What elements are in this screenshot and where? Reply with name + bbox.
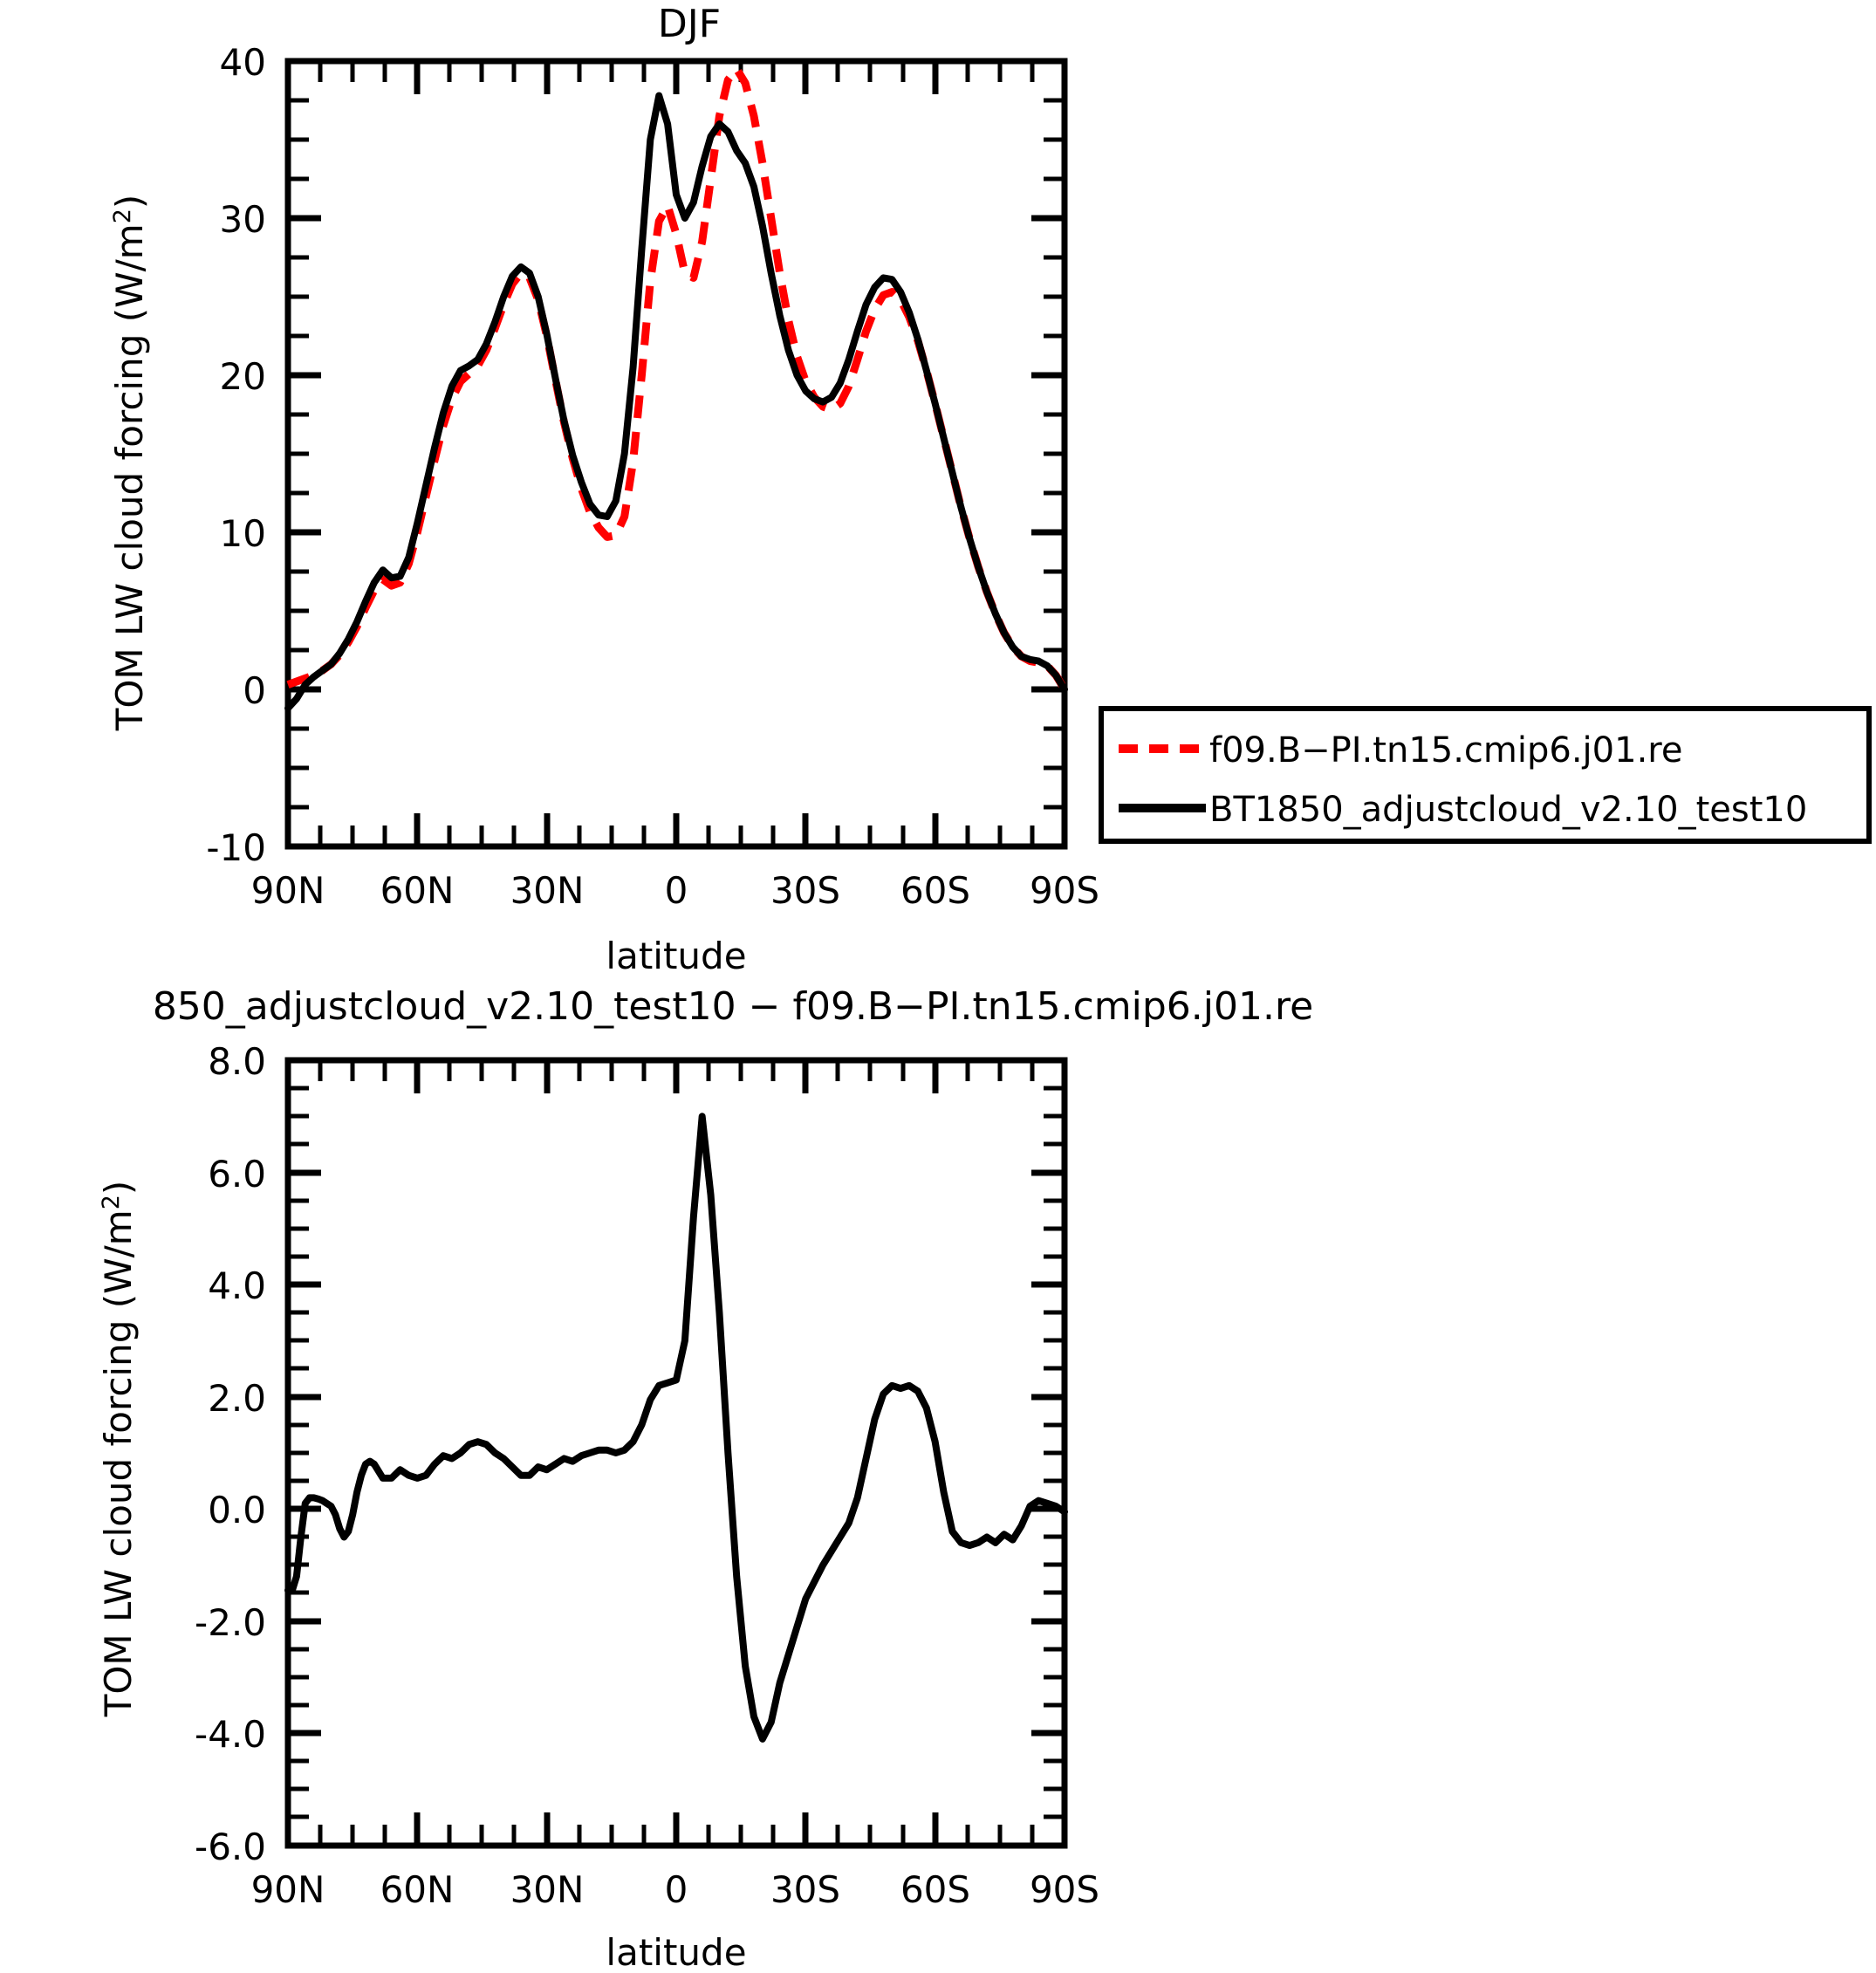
top-ytick-30: 30: [220, 198, 266, 241]
bottom-y-tick-labels: 8.0 6.0 4.0 2.0 0.0 -2.0 -4.0 -6.0: [195, 1040, 266, 1868]
bottom-xtick-90S: 90S: [1030, 1868, 1099, 1911]
legend-label-test: BT1850_adjustcloud_v2.10_test10: [1209, 790, 1807, 830]
bottom-ylabel: TOM LW cloud forcing (W/m2): [97, 1181, 140, 1718]
bottom-xtick-30S: 30S: [770, 1868, 840, 1911]
bottom-x-ticks: [284, 1060, 1068, 1846]
top-xtick-60S: 60S: [900, 869, 970, 912]
legend-item-test[interactable]: BT1850_adjustcloud_v2.10_test10: [1119, 790, 1807, 830]
top-ytick-m10: -10: [206, 826, 266, 869]
bottom-ytick-6: 6.0: [208, 1153, 266, 1195]
legend[interactable]: f09.B−PI.tn15.cmip6.j01.re BT1850_adjust…: [1099, 706, 1872, 844]
top-xtick-60N: 60N: [380, 869, 455, 912]
bottom-xtick-0: 0: [665, 1868, 688, 1911]
bottom-ytick-m2: -2.0: [195, 1601, 266, 1644]
top-y-minor-ticks: [288, 98, 1065, 810]
bottom-y-minor-ticks: [288, 1086, 1065, 1819]
bottom-xtick-90N: 90N: [251, 1868, 325, 1911]
top-ytick-0: 0: [243, 669, 266, 712]
top-panel: DJF TOM LW cloud forcing (W/m2): [108, 2, 1099, 977]
top-xtick-0: 0: [665, 869, 688, 912]
series-line-reference: [286, 65, 1068, 692]
bottom-xlabel: latitude: [606, 1931, 746, 1973]
bottom-ytick-8: 8.0: [208, 1040, 266, 1083]
bottom-x-minor-ticks: [318, 1060, 1035, 1846]
series-line-difference: [284, 1113, 1068, 1743]
top-x-tick-labels: 90N 60N 30N 0 30S 60S 90S: [251, 869, 1099, 912]
top-x-minor-ticks: [318, 61, 1035, 846]
top-ylabel: TOM LW cloud forcing (W/m2): [108, 195, 151, 732]
top-xtick-90S: 90S: [1030, 869, 1099, 912]
top-xlabel: latitude: [606, 935, 746, 977]
bottom-xtick-30N: 30N: [510, 1868, 585, 1911]
bottom-panel: 850_adjustcloud_v2.10_test10 − f09.B−PI.…: [97, 984, 1313, 1973]
top-y-tick-labels: 40 30 20 10 0 -10: [206, 41, 266, 869]
top-ylabel-group: TOM LW cloud forcing (W/m2): [108, 195, 151, 732]
legend-label-reference: f09.B−PI.tn15.cmip6.j01.re: [1209, 730, 1682, 771]
bottom-y-ticks: [288, 1057, 1065, 1849]
legend-box: [1099, 706, 1872, 844]
bottom-ytick-m6: -6.0: [195, 1826, 266, 1868]
bottom-x-tick-labels: 90N 60N 30N 0 30S 60S 90S: [251, 1868, 1099, 1911]
bottom-ytick-m4: -4.0: [195, 1713, 266, 1756]
bottom-ytick-4: 4.0: [208, 1264, 266, 1307]
series-line-test: [284, 92, 1068, 712]
top-xtick-30S: 30S: [770, 869, 840, 912]
top-x-ticks: [284, 61, 1068, 846]
top-ytick-40: 40: [220, 41, 266, 84]
bottom-plot-frame: [284, 1057, 1068, 1849]
bottom-ylabel-group: TOM LW cloud forcing (W/m2): [97, 1181, 140, 1718]
bottom-ytick-2: 2.0: [208, 1377, 266, 1420]
top-panel-title: DJF: [658, 2, 721, 46]
top-ytick-20: 20: [220, 355, 266, 398]
top-y-ticks: [288, 58, 1065, 850]
legend-item-reference[interactable]: f09.B−PI.tn15.cmip6.j01.re: [1119, 730, 1682, 771]
top-series-group: [284, 65, 1068, 712]
top-xtick-90N: 90N: [251, 869, 325, 912]
bottom-panel-title: 850_adjustcloud_v2.10_test10 − f09.B−PI.…: [153, 984, 1313, 1029]
bottom-xtick-60N: 60N: [380, 1868, 455, 1911]
top-xtick-30N: 30N: [510, 869, 585, 912]
bottom-ytick-0: 0.0: [208, 1489, 266, 1531]
bottom-xtick-60S: 60S: [900, 1868, 970, 1911]
top-ytick-10: 10: [220, 512, 266, 555]
